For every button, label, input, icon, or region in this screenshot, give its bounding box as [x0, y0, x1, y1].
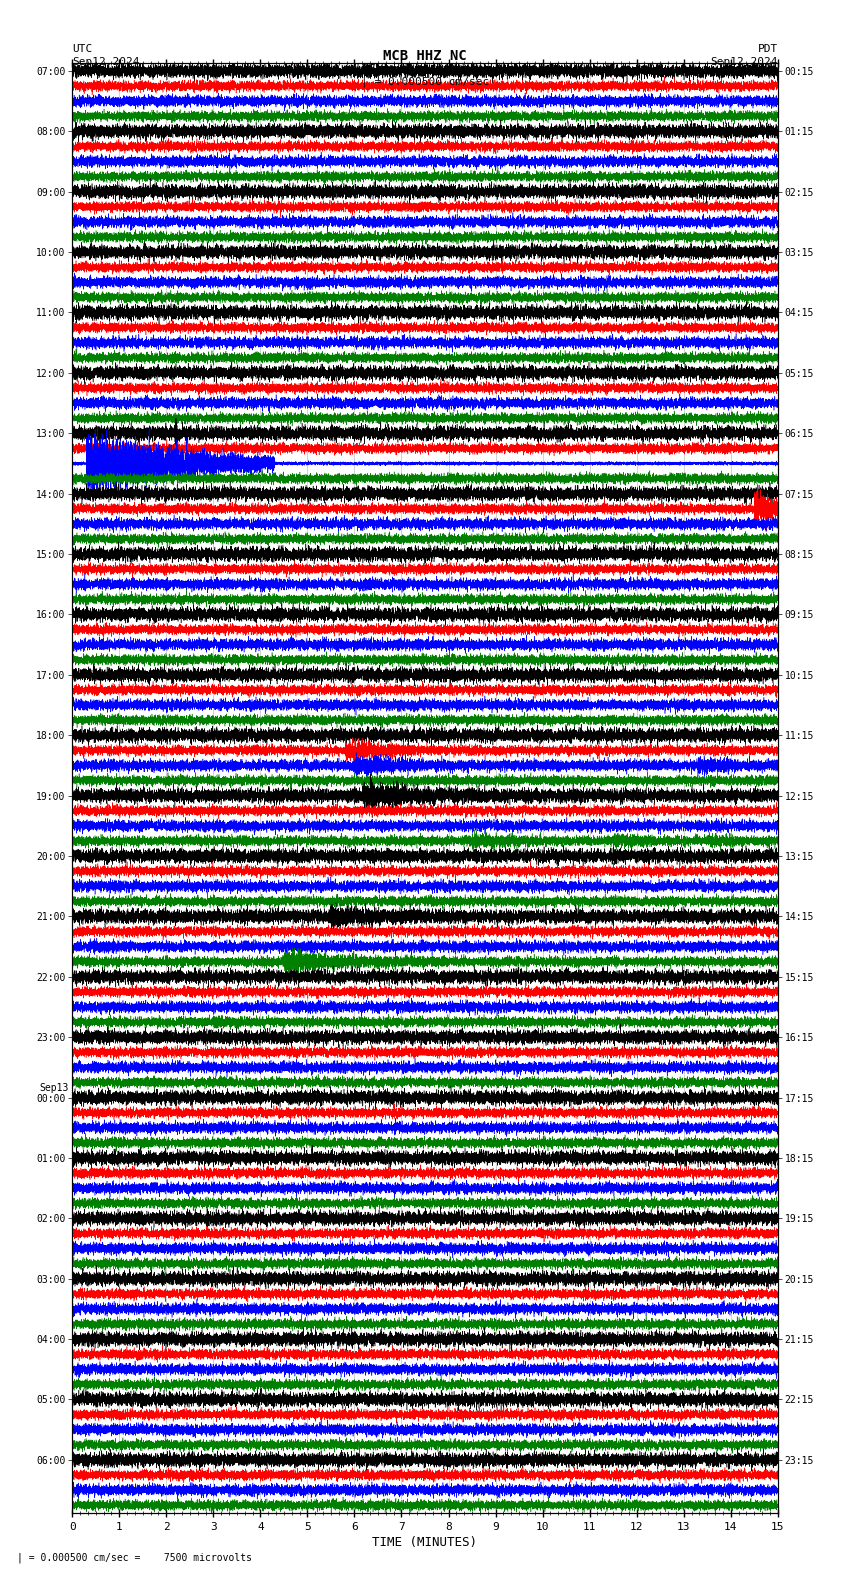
Text: PDT: PDT	[757, 44, 778, 54]
X-axis label: TIME (MINUTES): TIME (MINUTES)	[372, 1536, 478, 1549]
Text: MCB HHZ NC: MCB HHZ NC	[383, 49, 467, 63]
Text: (Casa Benchmark ): (Casa Benchmark )	[361, 63, 489, 76]
Text: UTC: UTC	[72, 44, 93, 54]
Text: Sep13: Sep13	[39, 1083, 69, 1093]
Text: | = 0.000500 cm/sec =    7500 microvolts: | = 0.000500 cm/sec = 7500 microvolts	[17, 1552, 252, 1563]
Text: Sep12,2024: Sep12,2024	[72, 57, 139, 67]
Text: Sep12,2024: Sep12,2024	[711, 57, 778, 67]
Text: | = 0.000500 cm/sec: | = 0.000500 cm/sec	[361, 76, 489, 87]
